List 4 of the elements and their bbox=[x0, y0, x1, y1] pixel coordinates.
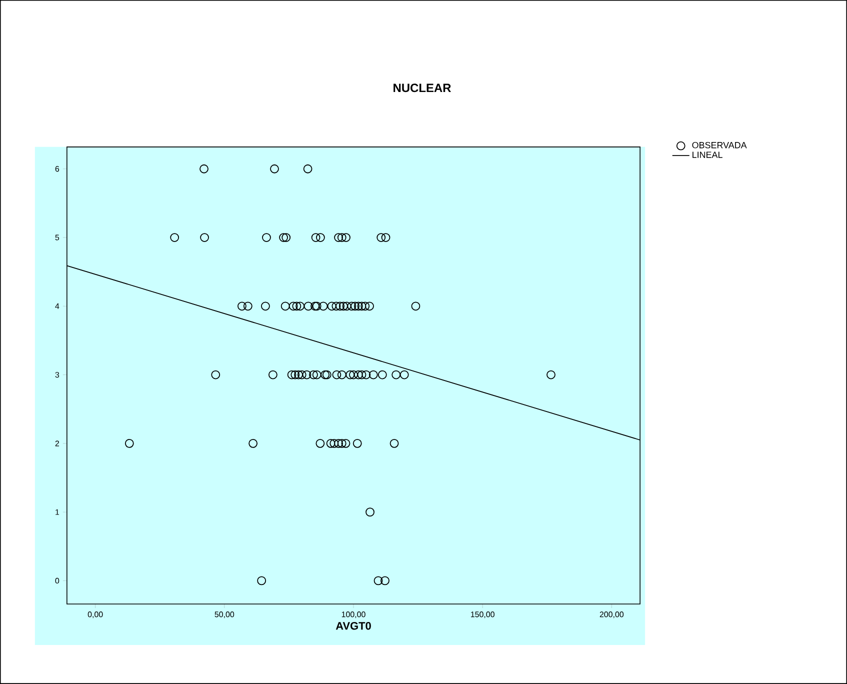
legend-label: LINEAL bbox=[692, 152, 722, 158]
x-axis-title: AVGT0 bbox=[336, 622, 371, 630]
chart-title: NUCLEAR bbox=[394, 84, 451, 92]
legend-label: OBSERVADA bbox=[692, 142, 747, 148]
